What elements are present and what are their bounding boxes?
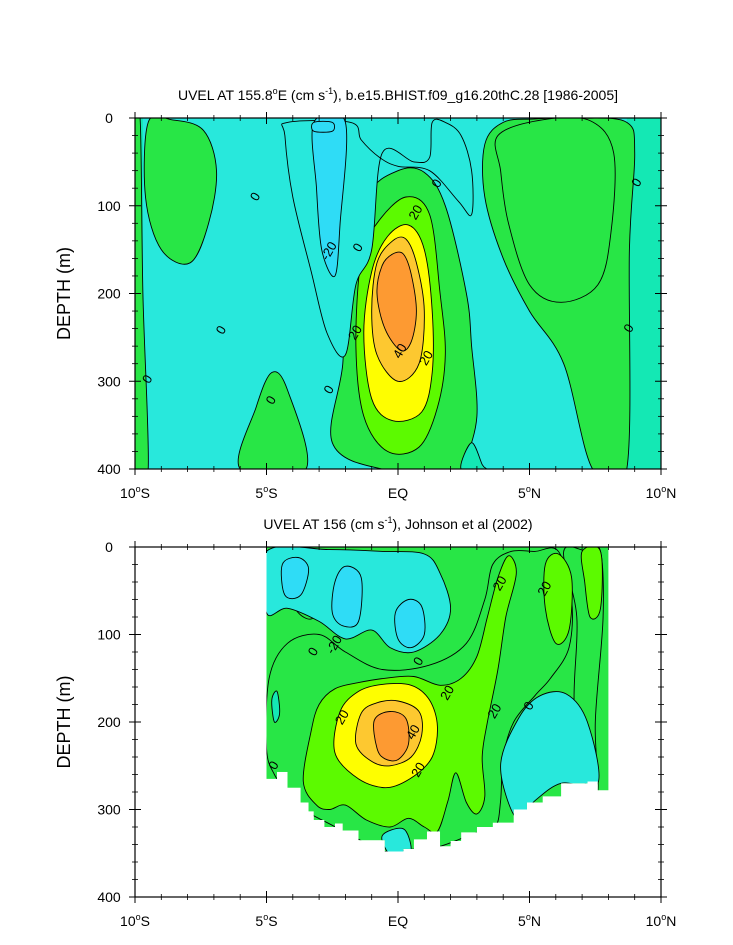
chart-title: UVEL AT 156 (cm s-1), Johnson et al (200…	[263, 515, 532, 532]
y-tick-label: 300	[97, 802, 121, 818]
contour-label: 20	[484, 701, 504, 721]
contour-label: 40	[390, 341, 410, 361]
contour-label: 20	[405, 202, 425, 222]
x-tick-label: 5oS	[255, 912, 277, 929]
y-tick-label: 200	[97, 286, 121, 302]
contour-region-2	[237, 371, 309, 469]
x-tick-label: EQ	[388, 485, 408, 501]
contour-region-5	[580, 547, 603, 620]
contour-region-5	[494, 118, 616, 303]
contour-field	[135, 118, 661, 469]
contour-region-4	[543, 552, 573, 645]
chart-title: UVEL AT 155.8oE (cm s-1), b.e15.BHIST.f0…	[178, 86, 618, 103]
y-tick-label: 100	[97, 627, 121, 643]
y-tick-label: 400	[97, 461, 121, 477]
x-tick-label: 10oS	[120, 912, 150, 929]
contour-field	[266, 547, 609, 852]
contour-region-9	[376, 251, 417, 352]
x-tick-label: 10oN	[646, 912, 677, 929]
x-tick-label: 5oS	[255, 484, 277, 501]
contour-label: 20	[490, 573, 510, 593]
y-tick-label: 0	[105, 110, 113, 126]
contour-label: 20	[534, 578, 554, 598]
x-tick-label: 5oN	[518, 484, 541, 501]
y-tick-label: 400	[97, 889, 121, 905]
y-axis-label: DEPTH (m)	[54, 247, 74, 340]
contour-region-15	[271, 690, 281, 723]
x-tick-label: 10oN	[646, 484, 677, 501]
contour-region-13	[460, 442, 487, 469]
x-tick-label: 5oN	[518, 912, 541, 929]
x-tick-label: 10oS	[120, 484, 150, 501]
contour-region-12	[394, 598, 426, 649]
y-tick-label: 300	[97, 373, 121, 389]
contour-label: 20	[345, 322, 365, 342]
y-tick-label: 200	[97, 714, 121, 730]
contour-region-13	[280, 556, 310, 600]
contour-region-8	[373, 711, 410, 762]
contour-region-0	[143, 118, 218, 265]
contour-label: 20	[437, 683, 457, 703]
contour-label: 20	[416, 348, 436, 368]
x-tick-label: EQ	[388, 913, 408, 929]
y-tick-label: 0	[105, 539, 113, 555]
contour-region-14	[381, 827, 412, 852]
contour-label: 40	[403, 722, 423, 742]
contour-label: 20	[332, 707, 352, 727]
contour-label: 20	[408, 760, 428, 780]
y-axis-label: DEPTH (m)	[54, 676, 74, 769]
y-tick-label: 100	[97, 198, 121, 214]
contour-region-11	[311, 118, 348, 278]
contour-region-11	[331, 565, 363, 628]
contour-region-12	[311, 120, 335, 133]
